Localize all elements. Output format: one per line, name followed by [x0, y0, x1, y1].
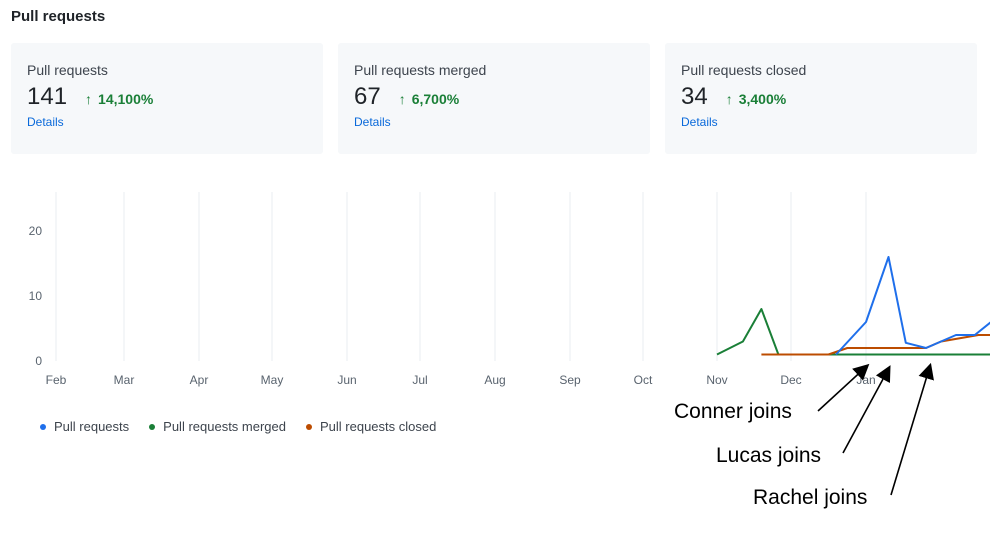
x-tick-label: Jun	[337, 373, 356, 387]
arrow-up-icon: ↑	[725, 91, 733, 107]
x-tick-label: May	[261, 373, 284, 387]
x-tick-label: Mar	[114, 373, 135, 387]
card-title: Pull requests merged	[354, 62, 487, 78]
details-link[interactable]: Details	[27, 115, 64, 129]
x-tick-label: Nov	[706, 373, 727, 387]
annotation-label: Rachel joins	[753, 486, 867, 509]
card-delta-value: 6,700%	[411, 91, 460, 107]
details-link[interactable]: Details	[681, 115, 718, 129]
card-pull-requests-closed: Pull requests closed 34 ↑ 3,400% Details	[665, 43, 977, 154]
y-tick-label: 0	[35, 354, 42, 368]
x-tick-label: Oct	[634, 373, 653, 387]
legend-dot	[306, 423, 312, 430]
legend-label: Pull requests	[54, 419, 130, 434]
annotation-label: Lucas joins	[716, 444, 821, 467]
legend-label: Pull requests merged	[163, 419, 286, 434]
page-title: Pull requests	[11, 8, 106, 25]
x-tick-label: Aug	[484, 373, 505, 387]
card-delta: ↑ 6,700%	[399, 91, 459, 107]
pull-requests-chart: 0 10 20 Feb Mar Apr May Jun Jul Aug Sep Oct Nov Dec Ja…	[29, 192, 990, 509]
legend-label: Pull requests closed	[320, 419, 437, 434]
legend-dot	[40, 423, 46, 430]
card-pull-requests: Pull requests 141 ↑ 14,100% Details	[11, 43, 323, 154]
details-link[interactable]: Details	[354, 115, 391, 129]
legend-item-pull-requests-merged[interactable]: Pull requests merged	[149, 419, 286, 434]
series-line-pull-requests-merged	[716, 308, 990, 356]
card-value: 67	[354, 83, 381, 110]
arrow-up-icon: ↑	[398, 91, 406, 107]
annotation-arrow	[890, 362, 934, 496]
y-tick-label: 10	[29, 289, 43, 303]
annotation-arrow	[842, 365, 891, 454]
card-delta-value: 14,100%	[98, 91, 154, 107]
arrow-up-icon: ↑	[85, 91, 93, 107]
annotation-label: Conner joins	[674, 400, 792, 423]
x-tick-label: Apr	[190, 373, 209, 387]
y-tick-label: 20	[29, 224, 43, 238]
card-value: 141	[27, 83, 68, 110]
card-title: Pull requests	[27, 62, 108, 78]
card-pull-requests-merged: Pull requests merged 67 ↑ 6,700% Details	[338, 43, 650, 154]
legend-item-pull-requests-closed[interactable]: Pull requests closed	[306, 419, 436, 434]
series-line-pull-requests-closed	[761, 334, 990, 356]
chart-legend: Pull requests Pull requests merged Pull …	[40, 419, 456, 434]
legend-item-pull-requests[interactable]: Pull requests	[40, 419, 129, 434]
summary-cards: Pull requests 141 ↑ 14,100% Details Pull…	[11, 43, 978, 154]
card-delta-value: 3,400%	[738, 91, 787, 107]
x-tick-label: Sep	[559, 373, 581, 387]
x-tick-label: Feb	[46, 373, 67, 387]
legend-dot	[149, 423, 156, 430]
card-title: Pull requests closed	[681, 62, 807, 78]
card-delta: ↑ 3,400%	[726, 91, 786, 107]
x-tick-label: Jul	[412, 373, 427, 387]
card-delta: ↑ 14,100%	[85, 91, 153, 107]
annotation-arrow	[817, 363, 870, 412]
x-tick-label: Jan	[856, 373, 875, 387]
card-value: 34	[681, 83, 708, 110]
x-tick-label: Dec	[780, 373, 801, 387]
series-line-pull-requests	[835, 256, 990, 356]
